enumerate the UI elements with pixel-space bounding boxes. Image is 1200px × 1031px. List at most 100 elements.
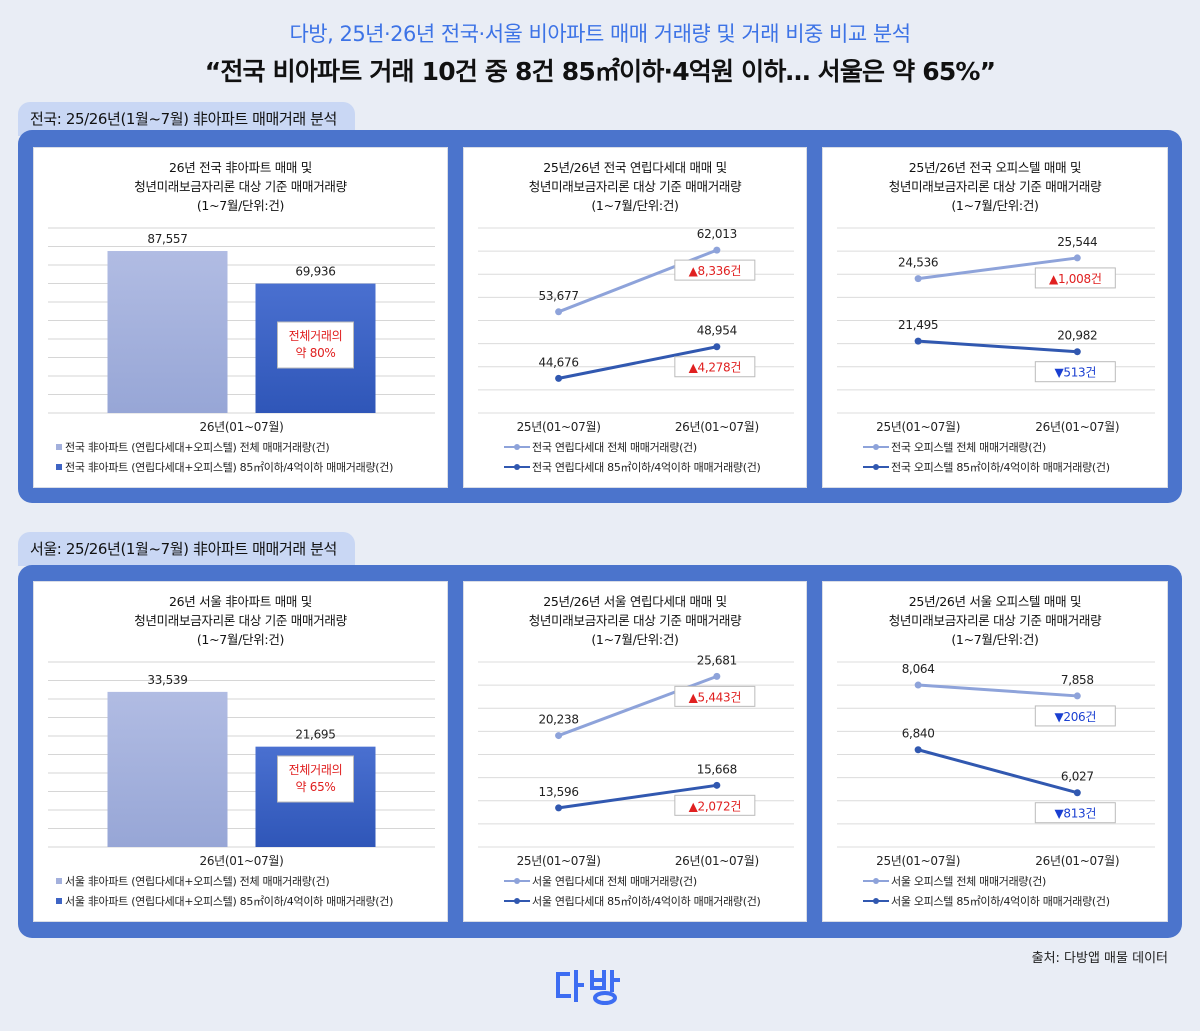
x-tick-label: 25년(01~07월) xyxy=(876,854,960,868)
data-point xyxy=(914,275,922,283)
chart-card: 26년 전국 非아파트 매매 및 청년미래보금자리론 대상 기준 매매거래량 (1~… xyxy=(33,147,448,488)
bar-value-label: 69,936 xyxy=(295,265,335,279)
change-badge xyxy=(1034,361,1116,383)
chart-title-line: 청년미래보금자리론 대상 기준 매매거래량 xyxy=(888,613,1102,628)
chart-title-line: (1~7월/단위:건) xyxy=(951,198,1039,213)
legend-label: 서울 非아파트 (연립다세대+오피스텔) 전체 매매거래량(건) xyxy=(65,875,329,888)
legend-label: 서울 연립다세대 전체 매매거래량(건) xyxy=(532,875,697,888)
chart-title-line: 청년미래보금자리론 대상 기준 매매거래량 xyxy=(134,179,347,194)
legend-swatch xyxy=(56,464,62,470)
chart-title-line: 25년/26년 전국 연립다세대 매매 및 xyxy=(543,160,727,175)
chart-title: 25년/26년 서울 오피스텔 매매 및 청년미래보금자리론 대상 기준 매매거래… xyxy=(823,592,1167,649)
chart-title: 25년/26년 서울 연립다세대 매매 및 청년미래보금자리론 대상 기준 매매거… xyxy=(464,592,806,649)
chart-title-line: 청년미래보금자리론 대상 기준 매매거래량 xyxy=(528,613,742,628)
chart-title-line: (1~7월/단위:건) xyxy=(591,632,679,647)
data-point xyxy=(914,746,922,754)
data-label: 6,840 xyxy=(902,727,935,741)
chart-svg: 20,238 25,681 ▲5,443건 13,596 15,668 ▲2,072건 25… xyxy=(478,653,794,908)
x-tick-label: 26년(01~07월) xyxy=(1035,420,1119,434)
chart-svg: 24,536 25,544 ▲1,008건 21,495 20,982 ▼513건 25년(… xyxy=(837,227,1155,474)
share-annotation-text: 약 65% xyxy=(295,779,335,794)
data-point xyxy=(555,374,563,382)
chart-svg: 8,064 7,858 ▼206건 6,840 6,027 ▼813건 25년(01~07월… xyxy=(837,661,1155,908)
series-line xyxy=(558,248,718,314)
data-label: 25,681 xyxy=(697,653,737,667)
chart-title-line: 청년미래보금자리론 대상 기준 매매거래량 xyxy=(134,613,347,628)
legend-swatch xyxy=(56,878,62,884)
change-badge xyxy=(674,794,756,816)
change-badge xyxy=(1034,267,1116,289)
data-label: 20,238 xyxy=(538,713,578,727)
page-title: “전국 비아파트 거래 10건 중 8건 85㎡이하·4억원 이하… 서울은 약… xyxy=(204,57,996,86)
legend-label: 서울 오피스텔 85㎡이하/4억이하 매매거래량(건) xyxy=(891,894,1110,908)
x-tick-label: 26년(01~07월) xyxy=(675,420,759,434)
data-point xyxy=(1073,348,1081,356)
chart-title-line: 26년 서울 非아파트 매매 및 xyxy=(169,594,312,609)
data-point xyxy=(713,343,721,351)
data-point xyxy=(555,308,563,316)
chart-title-line: 청년미래보금자리론 대상 기준 매매거래량 xyxy=(888,179,1102,194)
series-line xyxy=(918,683,1078,698)
series-line xyxy=(558,783,718,810)
change-badge-text: ▼513건 xyxy=(1054,366,1096,380)
legend-label: 전국 연립다세대 전체 매매거래량(건) xyxy=(532,441,697,454)
data-label: 20,982 xyxy=(1057,329,1097,343)
change-badge-text: ▲5,443건 xyxy=(689,690,742,704)
x-tick-label: 26년(01~07월) xyxy=(675,854,759,868)
legend-label: 서울 오피스텔 전체 매매거래량(건) xyxy=(891,875,1046,888)
data-label: 15,668 xyxy=(697,762,737,776)
legend-marker xyxy=(873,898,879,904)
x-tick-label: 25년(01~07월) xyxy=(517,420,601,434)
legend-label: 전국 연립다세대 85㎡이하/4억이하 매매거래량(건) xyxy=(532,460,761,474)
legend-marker xyxy=(514,878,520,884)
data-label: 44,676 xyxy=(538,355,578,369)
legend-label: 서울 非아파트 (연립다세대+오피스텔) 85㎡이하/4억이하 매매거래량(건) xyxy=(65,894,393,908)
legend-marker xyxy=(873,464,879,470)
page-subtitle: 다방, 25년·26년 전국·서울 비아파트 매매 거래량 및 거래 비중 비교… xyxy=(289,22,911,46)
change-badge-text: ▲2,072건 xyxy=(689,799,742,813)
share-annotation-text: 전체거래의 xyxy=(289,329,343,343)
share-annotation-box xyxy=(277,755,354,803)
header: 다방, 25년·26년 전국·서울 비아파트 매매 거래량 및 거래 비중 비교… xyxy=(0,18,1200,88)
chart-title: 26년 전국 非아파트 매매 및 청년미래보금자리론 대상 기준 매매거래량 (1~… xyxy=(34,158,447,215)
legend-swatch xyxy=(56,444,62,450)
chart-title-line: 26년 전국 非아파트 매매 및 xyxy=(169,160,312,175)
x-tick-label: 26년(01~07월) xyxy=(199,420,283,434)
x-tick-label: 26년(01~07월) xyxy=(199,854,283,868)
legend-label: 서울 연립다세대 85㎡이하/4억이하 매매거래량(건) xyxy=(532,894,761,908)
data-label: 8,064 xyxy=(902,662,935,676)
legend-label: 전국 非아파트 (연립다세대+오피스텔) 전체 매매거래량(건) xyxy=(65,441,329,454)
share-annotation-text: 약 80% xyxy=(295,345,335,360)
x-tick-label: 25년(01~07월) xyxy=(876,420,960,434)
section-tab-seoul: 서울: 25/26년(1월~7월) 非아파트 매매거래 분석 xyxy=(18,532,355,566)
data-point xyxy=(914,681,922,689)
data-label: 7,858 xyxy=(1061,673,1094,687)
series-line xyxy=(918,339,1078,354)
bar-value-label: 87,557 xyxy=(147,232,187,246)
source-note: 출처: 다방앱 매물 데이터 xyxy=(1031,951,1168,966)
change-badge xyxy=(674,356,756,378)
data-point xyxy=(914,337,922,345)
data-point xyxy=(713,672,721,680)
change-badge-text: ▼813건 xyxy=(1054,807,1096,821)
data-label: 25,544 xyxy=(1057,235,1097,249)
legend-marker xyxy=(514,444,520,450)
change-badge xyxy=(674,685,756,707)
series-line xyxy=(558,345,718,380)
share-annotation-text: 전체거래의 xyxy=(289,763,343,777)
data-point xyxy=(713,781,721,789)
share-annotation-box xyxy=(277,321,354,369)
bar xyxy=(107,691,228,847)
change-badge-text: ▼206건 xyxy=(1054,710,1096,724)
data-point xyxy=(555,732,563,740)
legend-label: 전국 오피스텔 85㎡이하/4억이하 매매거래량(건) xyxy=(891,460,1110,474)
data-point xyxy=(1073,789,1081,797)
chart-title-line: 청년미래보금자리론 대상 기준 매매거래량 xyxy=(528,179,742,194)
chart-title-line: 25년/26년 전국 오피스텔 매매 및 xyxy=(908,160,1082,175)
